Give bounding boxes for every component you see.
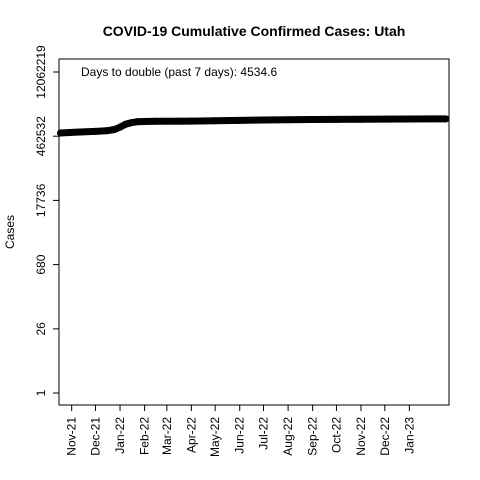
x-tick-label: Nov-21 — [65, 417, 79, 456]
y-axis-label: Cases — [3, 215, 17, 249]
x-tick-label: May-22 — [208, 417, 222, 457]
x-tick-label: Jan-22 — [113, 417, 127, 454]
data-point — [332, 115, 340, 123]
x-axis: Nov-21 Dec-21 Jan-22 Feb-22 Mar-22 Apr-22 May-… — [65, 405, 416, 457]
x-tick-label: Sep-22 — [306, 417, 320, 456]
data-point — [430, 115, 438, 123]
x-tick-label: Jan-23 — [402, 417, 416, 454]
x-tick-label: Aug-22 — [281, 417, 295, 456]
data-point — [163, 117, 171, 125]
data-point — [442, 115, 450, 123]
y-axis: 1 26 680 17736 462532 12062219 — [34, 45, 59, 396]
data-point — [127, 119, 135, 127]
x-tick-label: Jul-22 — [257, 417, 271, 450]
data-point — [309, 116, 317, 123]
data-point — [103, 127, 111, 135]
data-point — [92, 127, 99, 135]
annotation-text: Days to double (past 7 days): 4534.6 — [81, 65, 277, 79]
y-tick-label: 462532 — [34, 116, 48, 156]
data-point — [111, 126, 118, 133]
data-point — [122, 120, 130, 128]
x-tick-label: Mar-22 — [160, 417, 174, 455]
series-group — [57, 115, 450, 137]
data-point — [57, 129, 65, 137]
plot-frame — [58, 58, 450, 406]
data-point — [211, 117, 219, 125]
data-point — [116, 123, 124, 131]
data-point — [357, 115, 365, 123]
data-point — [141, 118, 149, 125]
chart-title: COVID-19 Cumulative Confirmed Cases: Uta… — [103, 23, 406, 39]
data-point — [79, 128, 87, 136]
y-tick-label: 1 — [34, 389, 48, 396]
x-tick-label: Dec-22 — [378, 417, 392, 456]
data-point — [68, 128, 76, 136]
y-tick-label: 26 — [34, 322, 48, 336]
data-point — [405, 115, 413, 123]
data-point — [236, 116, 244, 124]
data-point — [187, 117, 195, 125]
y-tick-label: 680 — [34, 254, 48, 274]
x-tick-label: Jun-22 — [233, 417, 247, 454]
data-point — [133, 118, 141, 126]
data-point — [152, 117, 160, 125]
data-point — [381, 115, 389, 123]
x-tick-label: Oct-22 — [329, 417, 343, 453]
x-tick-label: Apr-22 — [184, 417, 198, 453]
x-tick-label: Nov-22 — [354, 417, 368, 456]
y-tick-label: 17736 — [34, 183, 48, 217]
x-tick-label: Feb-22 — [138, 417, 152, 455]
x-tick-label: Dec-21 — [88, 417, 102, 456]
y-tick-label: 12062219 — [34, 45, 48, 99]
data-point — [260, 116, 267, 124]
data-point — [284, 116, 292, 124]
